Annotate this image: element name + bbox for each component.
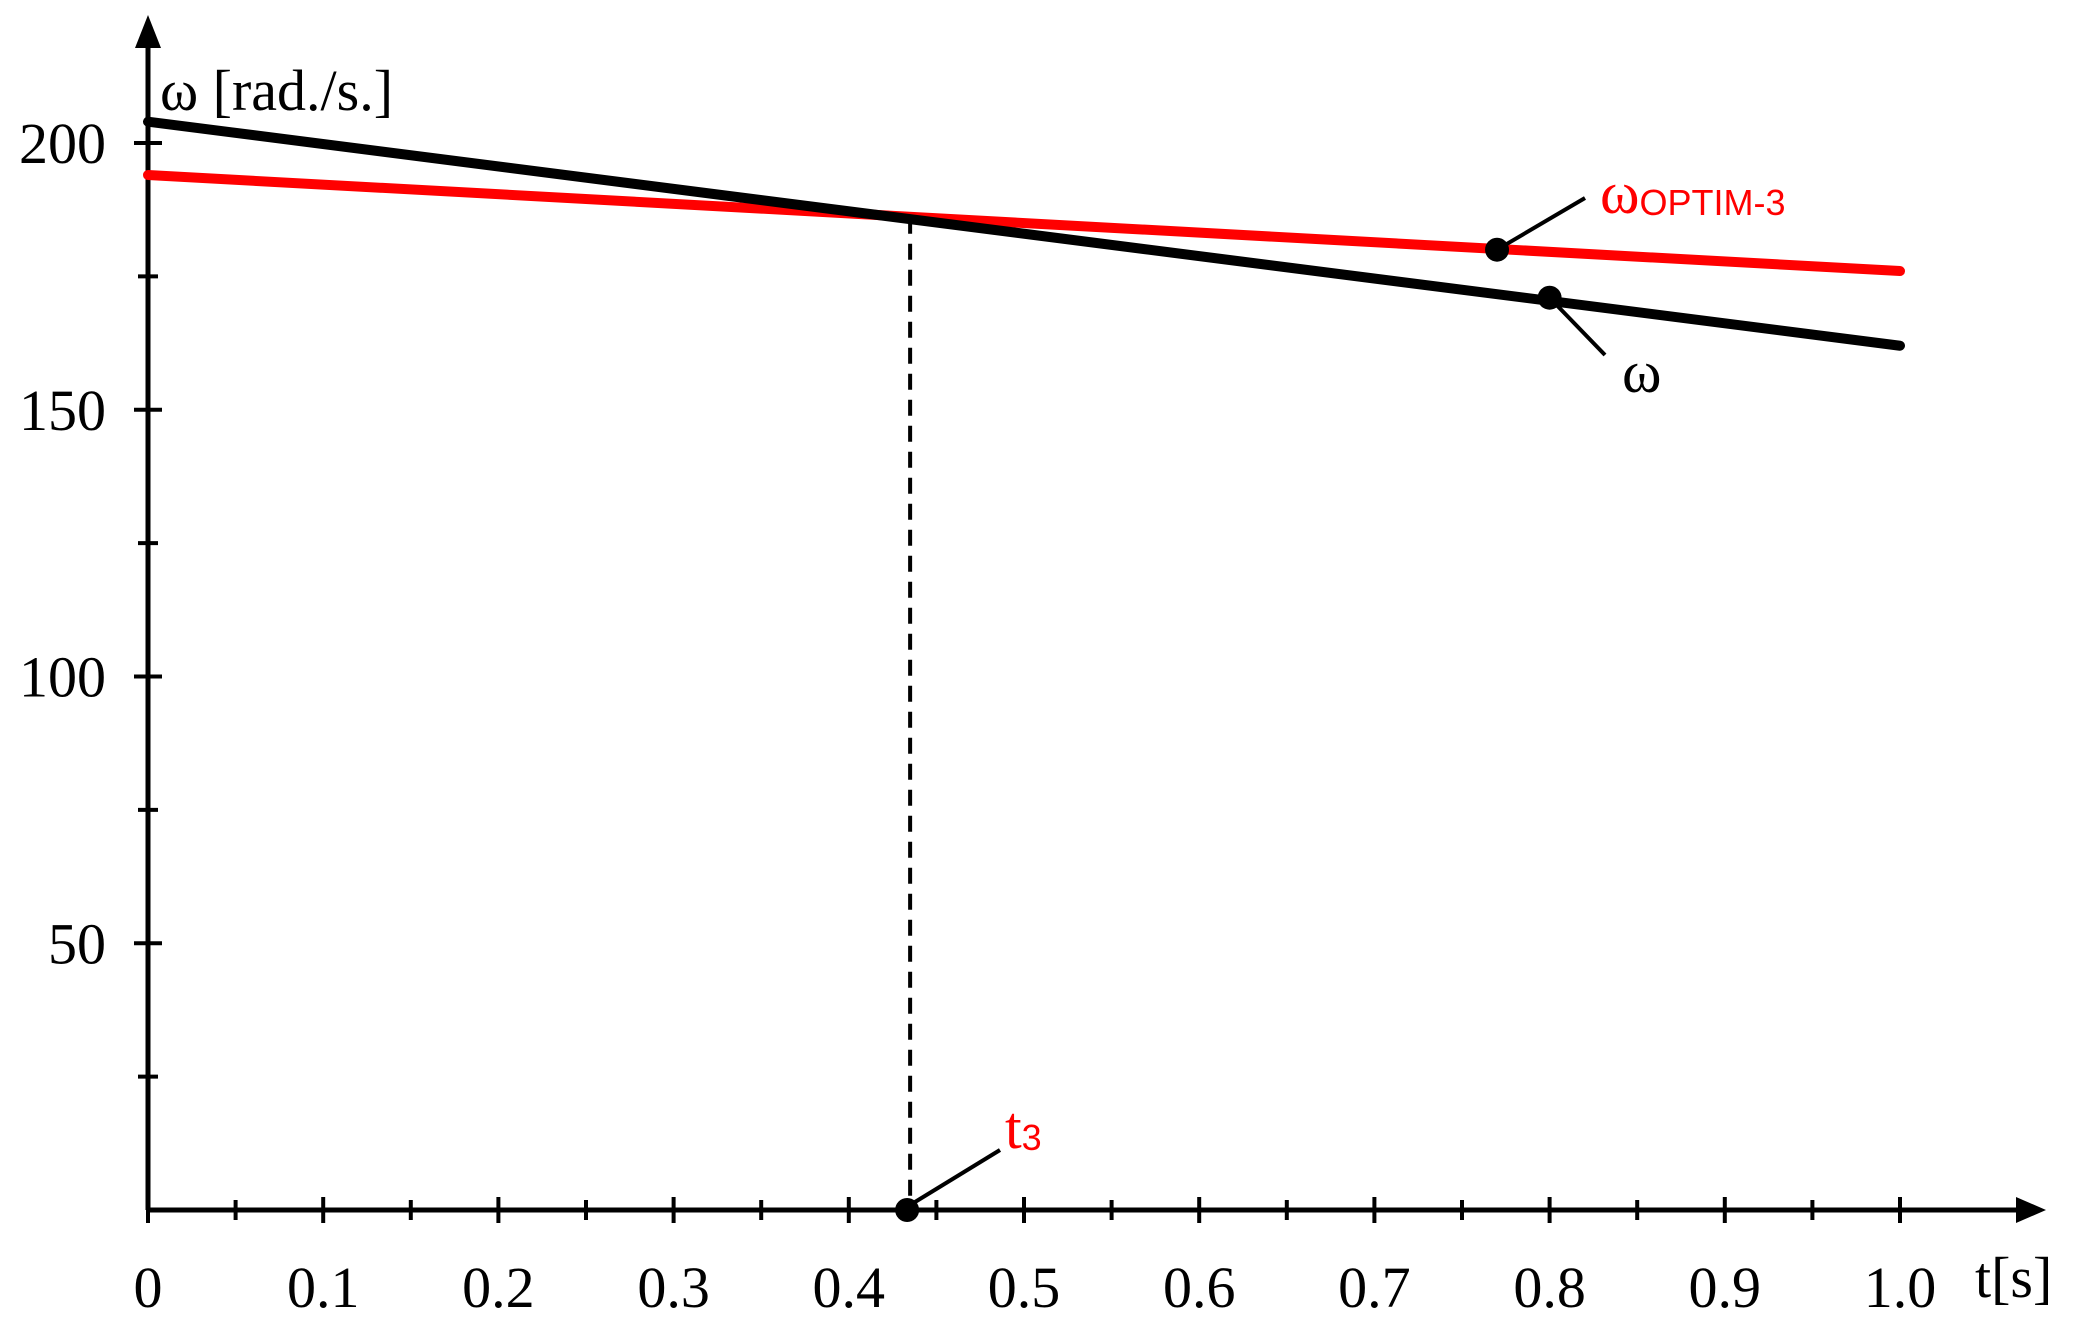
guides	[895, 217, 1002, 1222]
omega-optim-3-marker	[1485, 237, 1510, 262]
x-tick-label: 0.8	[1513, 1255, 1586, 1320]
x-tick-label: 1.0	[1864, 1255, 1937, 1320]
t3-leader	[909, 1148, 1002, 1207]
series-line-omega	[143, 116, 1905, 351]
x-tick-label: 0.7	[1338, 1255, 1411, 1320]
x-tick-label: 0.9	[1689, 1255, 1762, 1320]
x-tick-label: 0	[134, 1255, 163, 1320]
omega-optim-3-leader	[1496, 196, 1587, 252]
t3-label: t3	[1005, 1095, 1042, 1161]
y-axis-title: ω [rad./s.]	[160, 58, 393, 123]
axes: 0 0.1 0.2 0.3 0.4 0.5 0.6 0.7 0.8 0.9 1.0 50 100 150 2…	[19, 15, 2046, 1320]
x-tick-label: 0.3	[637, 1255, 710, 1320]
y-tick-label: 200	[19, 111, 106, 176]
series-layer	[143, 116, 1905, 357]
omega-leader	[1548, 296, 1607, 357]
x-axis-arrow	[2016, 1197, 2046, 1223]
omega-optim-3-label-sub: OPTIM-3	[1640, 182, 1786, 223]
omega-optim-3-label: ωOPTIM-3	[1600, 160, 1786, 226]
x-tick-label: 0.4	[813, 1255, 886, 1320]
y-tick-label: 150	[19, 378, 106, 443]
x-tick-label: 0.1	[287, 1255, 360, 1320]
t3-label-sub: 3	[1022, 1117, 1042, 1158]
x-tick-label: 0.2	[462, 1255, 535, 1320]
omega-optim-3-label-main: ω	[1600, 160, 1640, 226]
omega-label: ω	[1622, 339, 1662, 405]
x-tick-label: 0.6	[1163, 1255, 1236, 1320]
series-line-omega-optim-3	[143, 170, 1905, 277]
y-tick-label: 50	[48, 911, 106, 976]
y-axis-arrow	[135, 15, 161, 48]
x-tick-label: 0.5	[988, 1255, 1061, 1320]
t3-label-main: t	[1005, 1095, 1022, 1161]
x-axis-title: t[s]	[1975, 1245, 2052, 1310]
y-tick-label: 100	[19, 645, 106, 710]
